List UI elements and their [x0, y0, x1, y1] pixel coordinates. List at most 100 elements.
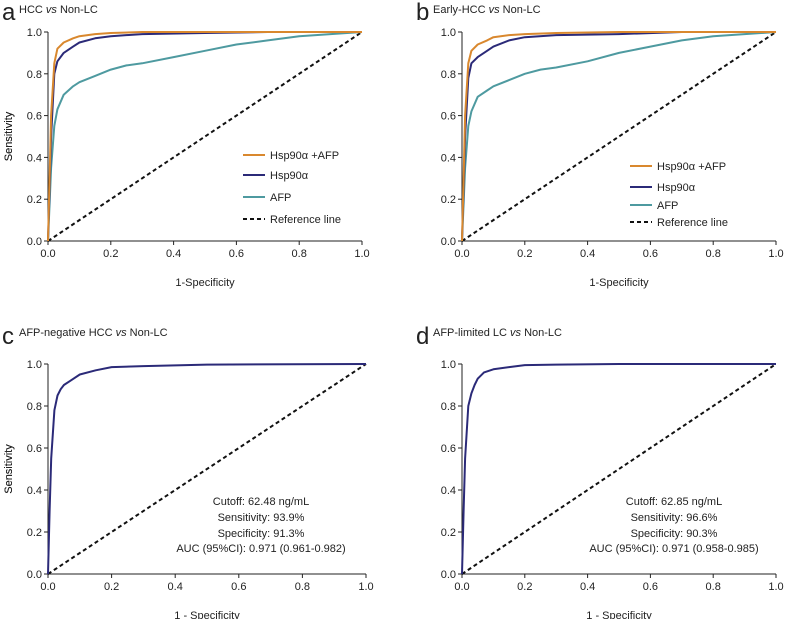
x-tick-label: 0.8 — [706, 248, 721, 260]
reference-line — [461, 31, 777, 242]
legend-label: Reference line — [657, 217, 728, 229]
x-tick-label: 0.2 — [517, 581, 532, 593]
y-tick-label: 0.6 — [27, 443, 42, 455]
annotation-text: Specificity: 91.3% — [218, 528, 305, 540]
x-axis-label: 1 - Specificity — [586, 610, 652, 619]
x-axis-label: 1-Specificity — [175, 277, 235, 289]
x-tick-label: 0.8 — [295, 581, 310, 593]
y-tick-label: 0.2 — [441, 527, 456, 539]
y-axis-label: Sensitivity — [3, 444, 15, 494]
legend-label: Hsp90α +AFP — [270, 150, 339, 162]
title-text: Non-LC — [500, 4, 541, 16]
reference-line — [47, 31, 363, 242]
y-tick-label: 1.0 — [441, 27, 456, 39]
x-tick-label: 0.2 — [103, 248, 118, 260]
y-tick-label: 0.8 — [441, 69, 456, 81]
chart-panel-c: c AFP-negative HCC vs Non-LC 0.0 0.2 0.4 0.6 0… — [2, 323, 374, 619]
y-tick-label: 0.8 — [441, 401, 456, 413]
title-text: Non-LC — [57, 4, 98, 16]
y-axis-label: Sensitivity — [3, 111, 15, 161]
title-text: HCC — [19, 4, 46, 16]
panel-letter: a — [2, 0, 16, 26]
y-tick-label: 0.6 — [441, 443, 456, 455]
y-tick-label: 1.0 — [27, 359, 42, 371]
panel-title: Early-HCC vs Non-LC — [433, 4, 541, 16]
x-tick-label: 0.6 — [231, 581, 246, 593]
x-tick-label: 0.6 — [229, 248, 244, 260]
x-tick-label: 1.0 — [768, 248, 783, 260]
title-vs: vs — [46, 4, 58, 16]
x-tick-label: 1.0 — [768, 581, 783, 593]
y-tick-label: 1.0 — [27, 27, 42, 39]
x-tick-label: 0.2 — [104, 581, 119, 593]
legend-label: Reference line — [270, 214, 341, 226]
x-axis-label: 1-Specificity — [589, 277, 649, 289]
annotation-text: AUC (95%CI): 0.971 (0.958-0.985) — [589, 543, 758, 555]
chart-panel-a: a HCC vs Non-LC 0.0 0.2 0.4 0.6 0.8 1.0 0.0 0.2 0.… — [2, 0, 370, 289]
y-tick-label: 0.0 — [27, 236, 42, 248]
x-tick-label: 0.2 — [517, 248, 532, 260]
title-text: Non-LC — [127, 327, 168, 339]
x-tick-label: 0.4 — [168, 581, 183, 593]
series-line-afp — [461, 31, 777, 242]
x-axis-label: 1 - Specificity — [174, 610, 240, 619]
legend-label: AFP — [270, 192, 291, 204]
x-tick-label: 0.0 — [454, 248, 469, 260]
panel-letter: b — [416, 0, 429, 26]
x-tick-label: 0.4 — [166, 248, 181, 260]
series-line-hsp90 — [461, 363, 776, 575]
title-vs: vs — [510, 327, 522, 339]
annotation-text: Cutoff: 62.48 ng/mL — [213, 496, 309, 508]
y-tick-label: 0.2 — [441, 194, 456, 206]
y-tick-label: 0.0 — [441, 236, 456, 248]
legend-label: Hsp90α — [657, 182, 696, 194]
y-tick-label: 0.6 — [27, 111, 42, 123]
reference-line — [47, 363, 367, 575]
y-tick-label: 0.4 — [441, 152, 456, 164]
y-tick-label: 0.0 — [27, 569, 42, 581]
x-tick-label: 0.0 — [454, 581, 469, 593]
x-tick-label: 0.6 — [643, 248, 658, 260]
series-line-hsp90-afp — [47, 31, 362, 242]
y-tick-label: 0.8 — [27, 69, 42, 81]
chart-panel-d: d AFP-limited LC vs Non-LC 0.0 0.2 0.4 0.6 0.8… — [3, 323, 784, 619]
panel-title: AFP-limited LC vs Non-LC — [433, 327, 562, 339]
title-text: Non-LC — [521, 327, 562, 339]
annotation-text: Cutoff: 62.85 ng/mL — [626, 496, 722, 508]
series-line-afp — [47, 31, 363, 242]
x-tick-label: 0.8 — [292, 248, 307, 260]
x-tick-label: 0.4 — [580, 248, 595, 260]
x-tick-label: 0.4 — [580, 581, 595, 593]
y-tick-label: 1.0 — [441, 359, 456, 371]
y-axis-label: Sensitivity — [3, 444, 15, 494]
panel-title: AFP-negative HCC vs Non-LC — [19, 327, 168, 339]
panel-letter: c — [2, 323, 14, 350]
title-vs: vs — [489, 4, 501, 16]
x-tick-label: 0.8 — [706, 581, 721, 593]
series-line-hsp90-afp — [461, 31, 776, 242]
title-text: Early-HCC — [433, 4, 489, 16]
y-tick-label: 0.6 — [441, 111, 456, 123]
title-text: AFP-limited LC — [433, 327, 510, 339]
title-vs: vs — [116, 327, 128, 339]
legend-label: AFP — [657, 200, 678, 212]
annotation-text: Sensitivity: 93.9% — [218, 512, 305, 524]
x-tick-label: 1.0 — [354, 248, 369, 260]
y-tick-label: 0.4 — [27, 152, 42, 164]
x-tick-label: 0.6 — [643, 581, 658, 593]
series-line-hsp90 — [47, 363, 367, 575]
legend-label: Hsp90α +AFP — [657, 161, 726, 173]
y-tick-label: 0.4 — [27, 485, 42, 497]
annotation-text: AUC (95%CI): 0.971 (0.961-0.982) — [176, 543, 345, 555]
y-axis-label: Sensitivity — [3, 111, 15, 161]
panel-letter: d — [416, 323, 429, 350]
legend-label: Hsp90α — [270, 170, 309, 182]
x-tick-label: 0.0 — [40, 248, 55, 260]
y-tick-label: 0.8 — [27, 401, 42, 413]
y-tick-label: 0.2 — [27, 527, 42, 539]
panel-title: HCC vs Non-LC — [19, 4, 98, 16]
y-tick-label: 0.4 — [441, 485, 456, 497]
y-tick-label: 0.0 — [441, 569, 456, 581]
annotation-text: Sensitivity: 96.6% — [631, 512, 718, 524]
